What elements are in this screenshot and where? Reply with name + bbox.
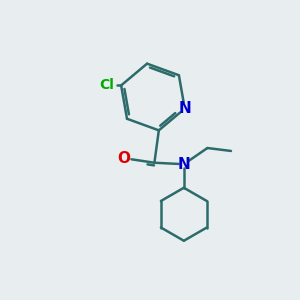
Text: N: N <box>178 157 190 172</box>
Text: O: O <box>117 151 130 166</box>
Text: Cl: Cl <box>99 78 114 92</box>
Text: N: N <box>178 101 191 116</box>
